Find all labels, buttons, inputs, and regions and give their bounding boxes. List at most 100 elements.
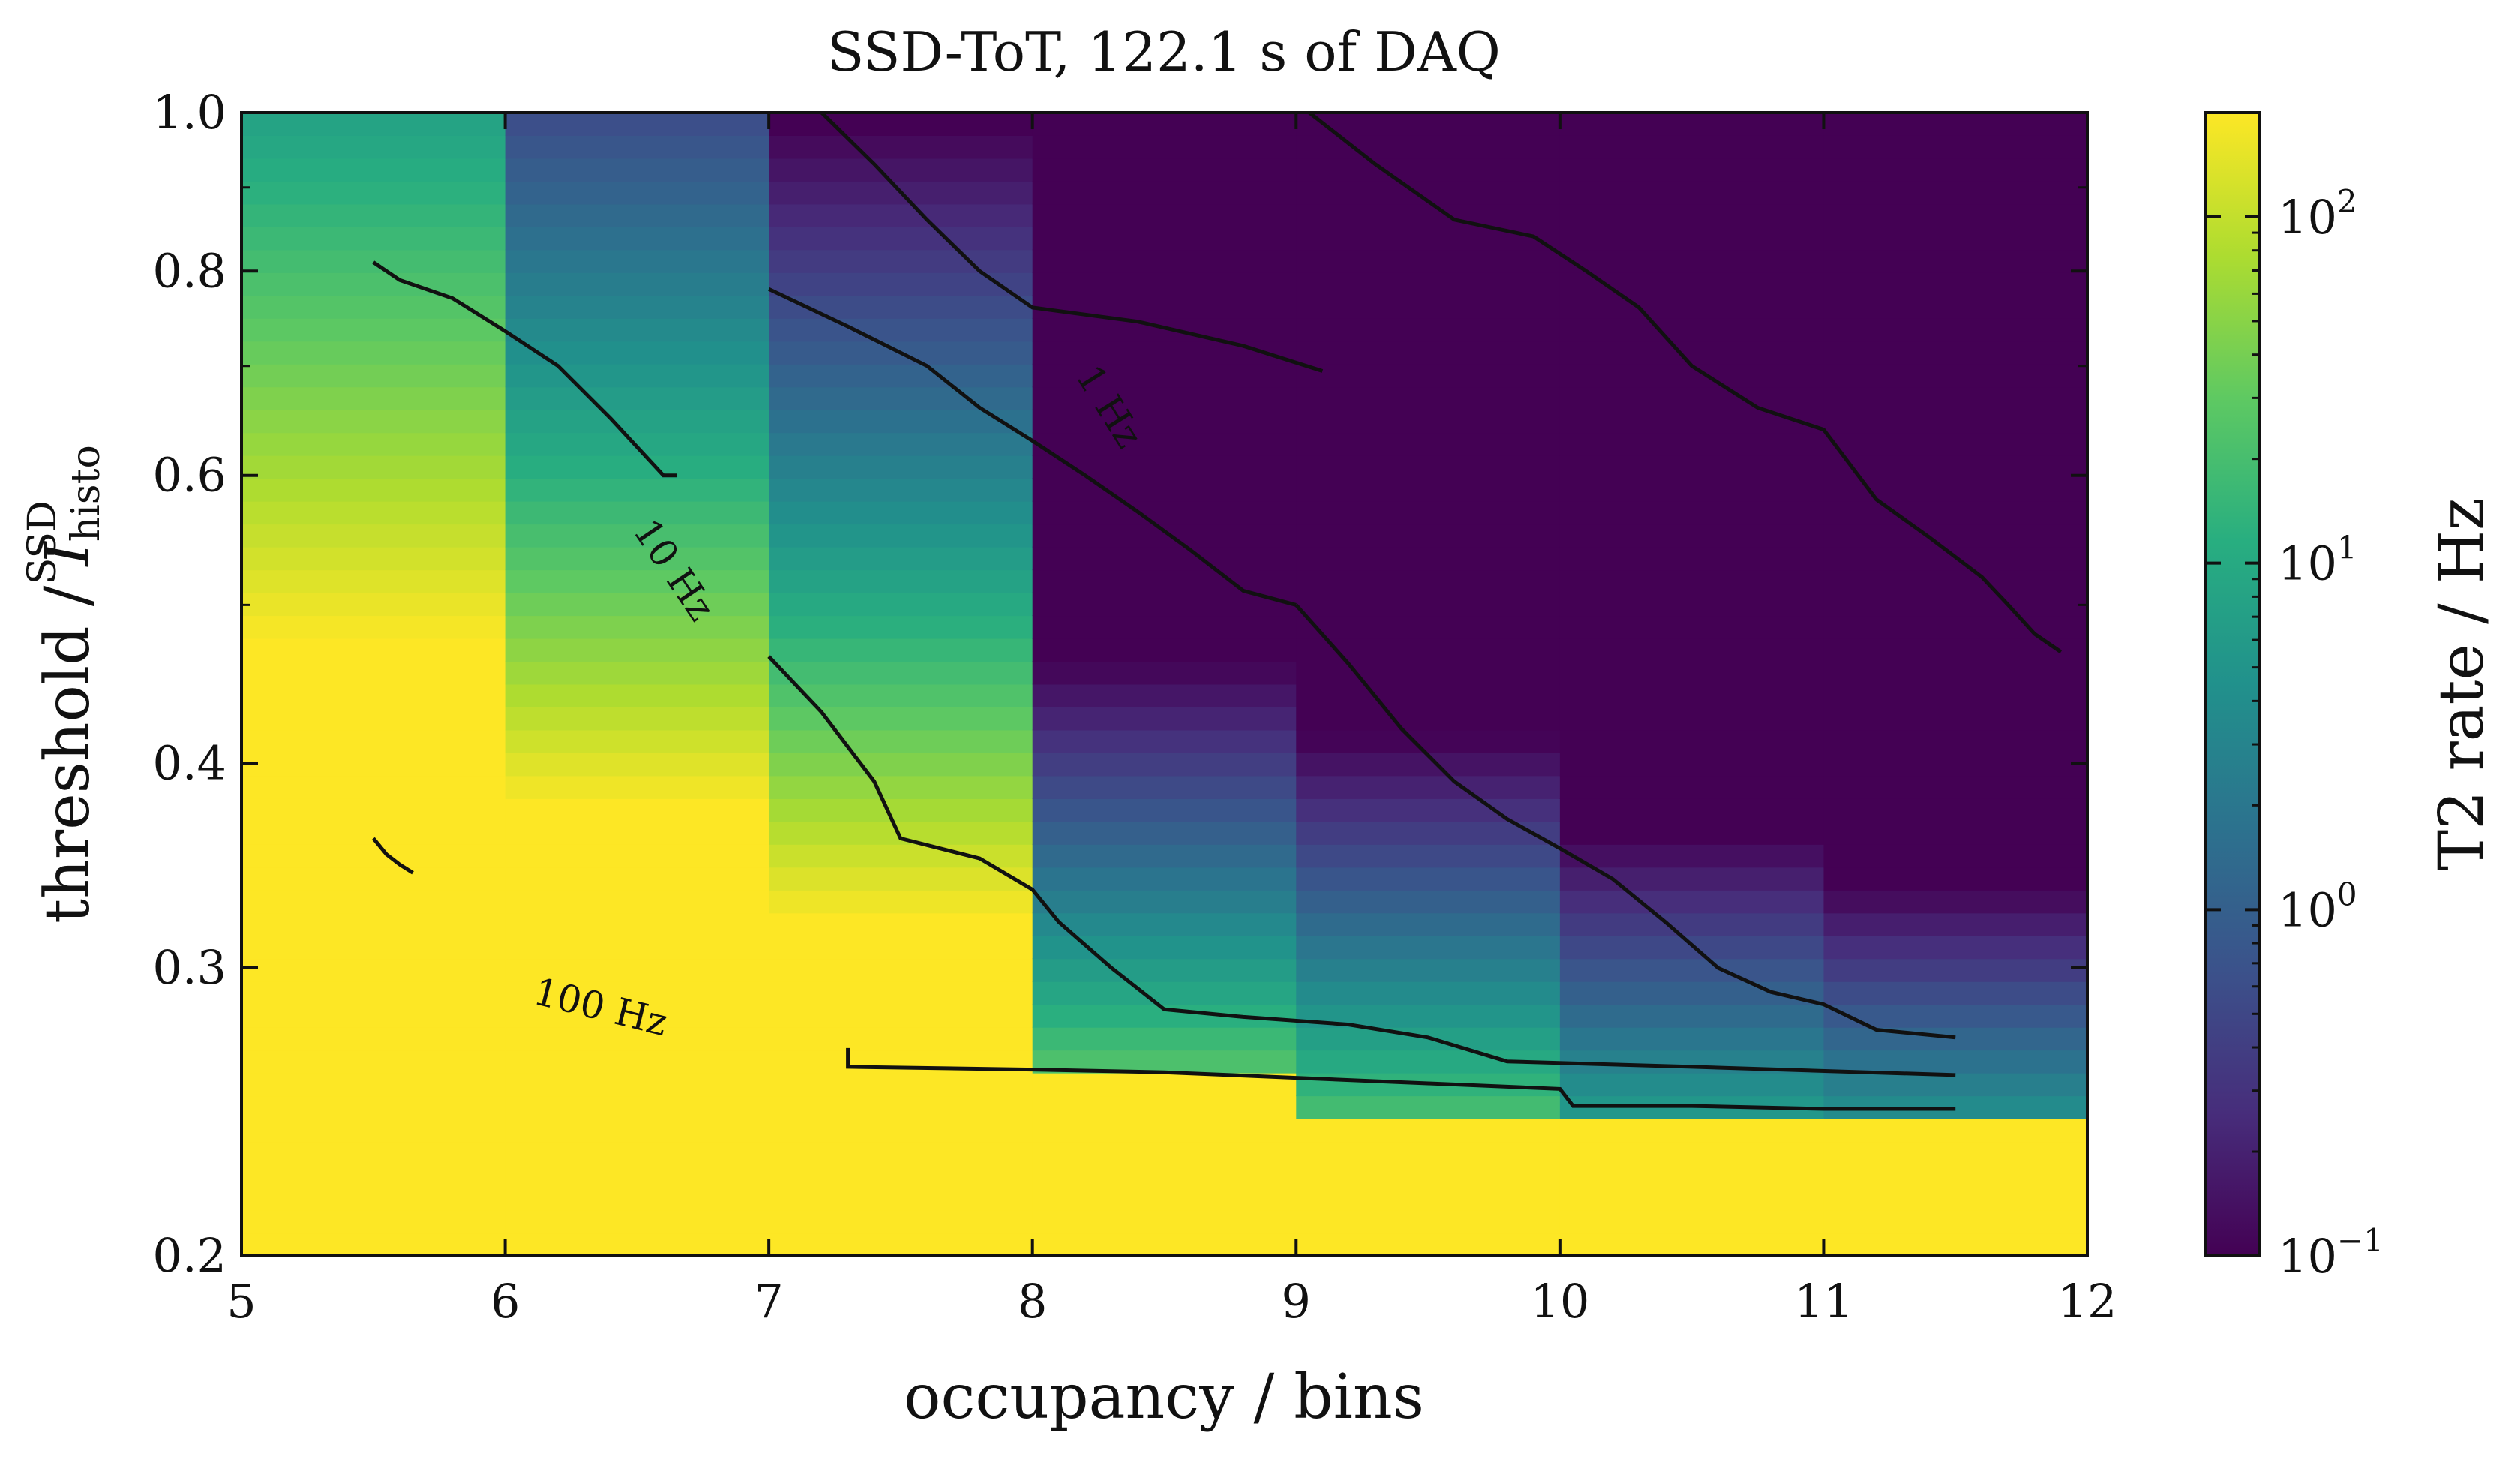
y-axis-title-main: threshold / bbox=[32, 566, 104, 924]
heatmap-cell-2-37 bbox=[769, 386, 1034, 410]
heatmap-cell-2-17 bbox=[769, 843, 1034, 868]
heatmap-cell-0-48 bbox=[242, 134, 506, 159]
heatmap-cell-6-9 bbox=[1823, 1026, 2087, 1051]
heatmap-cell-3-32 bbox=[1032, 500, 1297, 525]
heatmap-cell-0-12 bbox=[242, 958, 506, 982]
heatmap-cell-3-43 bbox=[1032, 249, 1297, 273]
x-tick-label-1: 6 bbox=[490, 1274, 520, 1329]
heatmap-cell-1-45 bbox=[505, 203, 770, 227]
x-tick-label-2: 7 bbox=[754, 1274, 783, 1329]
heatmap-cell-6-48 bbox=[1823, 134, 2087, 159]
heatmap-cell-6-32 bbox=[1823, 500, 2087, 525]
heatmap-cell-3-34 bbox=[1032, 455, 1297, 479]
colorbar-tick-base-2: 10 bbox=[2278, 536, 2337, 591]
heatmap-cell-2-33 bbox=[769, 478, 1034, 502]
heatmap-cell-0-16 bbox=[242, 867, 506, 891]
heatmap-cell-3-36 bbox=[1032, 409, 1297, 434]
heatmap-cell-4-48 bbox=[1296, 134, 1561, 159]
heatmap-cell-4-33 bbox=[1296, 478, 1561, 502]
heatmap-cell-1-5 bbox=[505, 1118, 770, 1143]
y-axis-title-sub: histo bbox=[64, 445, 109, 542]
heatmap-cell-1-20 bbox=[505, 775, 770, 799]
heatmap-cell-1-42 bbox=[505, 272, 770, 296]
heatmap-cell-5-14 bbox=[1559, 912, 1825, 936]
colorbar-tick-label-3: 102 bbox=[2278, 183, 2357, 245]
heatmap-cell-6-49 bbox=[1823, 113, 2087, 136]
heatmap-cell-0-1 bbox=[242, 1209, 506, 1234]
y-tick-label-1: 0.3 bbox=[152, 940, 226, 995]
x-axis-title: occupancy / bins bbox=[904, 1362, 1424, 1433]
heatmap-cell-4-32 bbox=[1296, 500, 1561, 525]
heatmap-cell-1-32 bbox=[505, 500, 770, 525]
heatmap-cell-1-37 bbox=[505, 386, 770, 410]
y-tick-label-4: 0.8 bbox=[152, 243, 226, 298]
heatmap-cell-4-1 bbox=[1296, 1209, 1561, 1234]
heatmap-cell-5-31 bbox=[1559, 524, 1825, 548]
heatmap-cell-2-20 bbox=[769, 775, 1034, 799]
heatmap-cell-4-20 bbox=[1296, 775, 1561, 799]
heatmap-cell-1-29 bbox=[505, 569, 770, 593]
heatmap-cell-3-47 bbox=[1032, 158, 1297, 182]
heatmap-cell-4-39 bbox=[1296, 341, 1561, 365]
heatmap-cell-2-25 bbox=[769, 661, 1034, 685]
heatmap-cell-1-1 bbox=[505, 1209, 770, 1234]
heatmap-cell-4-0 bbox=[1296, 1233, 1561, 1256]
heatmap-cell-4-43 bbox=[1296, 249, 1561, 273]
heatmap-cell-2-40 bbox=[769, 317, 1034, 342]
heatmap-cell-1-15 bbox=[505, 889, 770, 914]
heatmap-cell-6-39 bbox=[1823, 341, 2087, 365]
heatmap-cell-2-44 bbox=[769, 226, 1034, 251]
heatmap-cell-5-1 bbox=[1559, 1209, 1825, 1234]
heatmap-cell-5-4 bbox=[1559, 1141, 1825, 1165]
y-tick-label-2: 0.4 bbox=[152, 736, 226, 791]
heatmap-cell-4-15 bbox=[1296, 889, 1561, 914]
heatmap-cell-1-21 bbox=[505, 752, 770, 777]
heatmap-cell-1-3 bbox=[505, 1164, 770, 1188]
heatmap-cell-0-29 bbox=[242, 569, 506, 593]
heatmap-cell-3-30 bbox=[1032, 546, 1297, 571]
heatmap-cell-6-46 bbox=[1823, 180, 2087, 205]
heatmap-cell-5-27 bbox=[1559, 615, 1825, 639]
heatmap-cell-3-13 bbox=[1032, 935, 1297, 960]
y-axis-title-sup: SSD bbox=[20, 500, 65, 584]
heatmap-cell-4-5 bbox=[1296, 1118, 1561, 1143]
y-tick-label-0: 0.2 bbox=[152, 1228, 226, 1283]
heatmap bbox=[242, 113, 2087, 1256]
heatmap-cell-6-35 bbox=[1823, 432, 2087, 456]
heatmap-cell-0-45 bbox=[242, 203, 506, 227]
heatmap-cell-6-5 bbox=[1823, 1118, 2087, 1143]
colorbar-tick-label-0: 10−1 bbox=[2278, 1222, 2384, 1284]
heatmap-cell-4-24 bbox=[1296, 683, 1561, 707]
heatmap-cell-1-28 bbox=[505, 592, 770, 617]
heatmap-cell-0-13 bbox=[242, 935, 506, 960]
heatmap-cell-6-38 bbox=[1823, 363, 2087, 388]
heatmap-cell-0-24 bbox=[242, 683, 506, 707]
heatmap-cell-0-38 bbox=[242, 363, 506, 388]
heatmap-cell-1-44 bbox=[505, 226, 770, 251]
colorbar-tick-exp-0: −1 bbox=[2337, 1222, 2384, 1259]
heatmap-cell-6-12 bbox=[1823, 958, 2087, 982]
heatmap-cell-4-40 bbox=[1296, 317, 1561, 342]
heatmap-cell-1-46 bbox=[505, 180, 770, 205]
heatmap-cell-2-36 bbox=[769, 409, 1034, 434]
heatmap-cell-2-14 bbox=[769, 912, 1034, 936]
heatmap-cell-6-40 bbox=[1823, 317, 2087, 342]
heatmap-cell-0-19 bbox=[242, 798, 506, 822]
heatmap-cell-0-33 bbox=[242, 478, 506, 502]
contour-line-3 bbox=[768, 287, 1297, 607]
x-tick-label-7: 12 bbox=[2058, 1274, 2117, 1329]
heatmap-cell-0-17 bbox=[242, 843, 506, 868]
heatmap-cell-6-20 bbox=[1823, 775, 2087, 799]
heatmap-cell-1-17 bbox=[505, 843, 770, 868]
heatmap-cell-2-7 bbox=[769, 1072, 1034, 1097]
heatmap-cell-0-31 bbox=[242, 524, 506, 548]
heatmap-cell-5-41 bbox=[1559, 295, 1825, 319]
y-tick-label-5: 1.0 bbox=[152, 85, 226, 140]
heatmap-cell-6-11 bbox=[1823, 981, 2087, 1005]
heatmap-cell-6-47 bbox=[1823, 158, 2087, 182]
heatmap-cell-0-0 bbox=[242, 1233, 506, 1256]
heatmap-cell-3-3 bbox=[1032, 1164, 1297, 1188]
heatmap-cell-0-2 bbox=[242, 1187, 506, 1211]
heatmap-cell-5-7 bbox=[1559, 1072, 1825, 1097]
contour-line-0 bbox=[820, 113, 1324, 373]
